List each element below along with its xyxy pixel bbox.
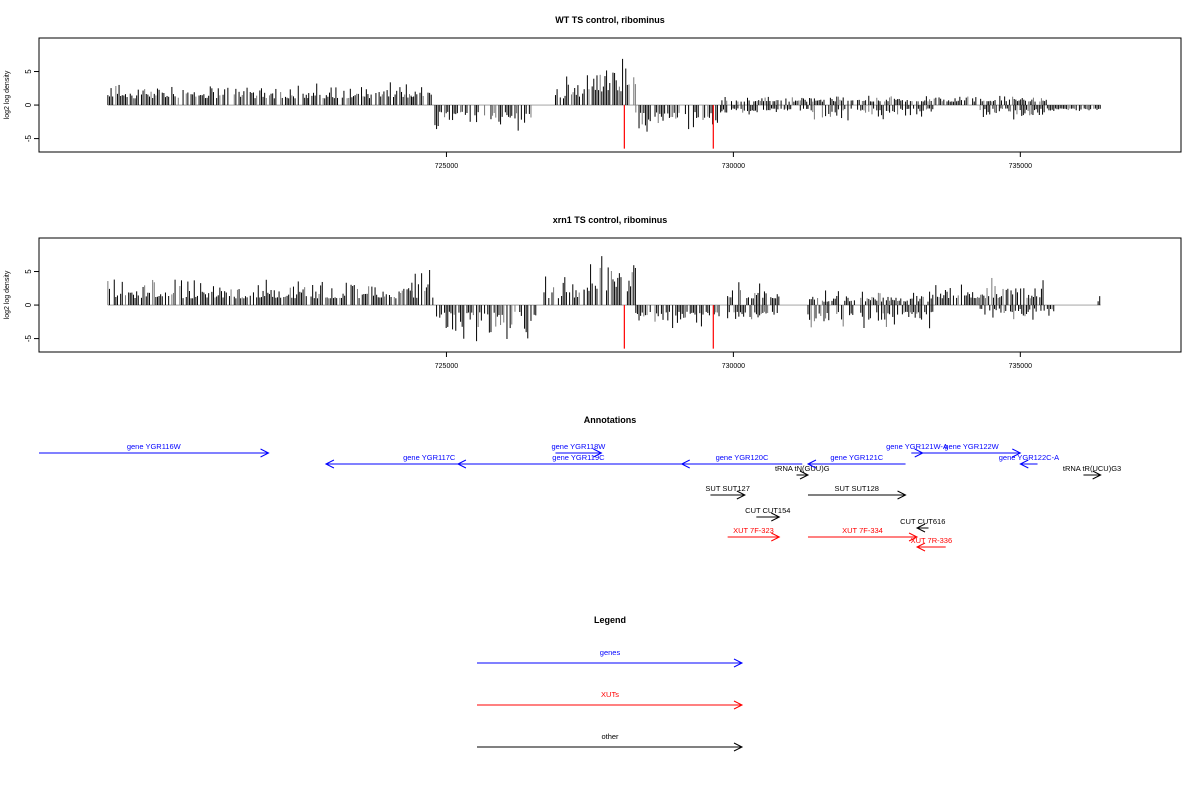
xrn1-x-axis: 725000 730000 735000: [435, 352, 1032, 370]
feature-arrow-head: [897, 490, 907, 500]
feature-label: XUT 7F-334: [842, 526, 883, 535]
y-tick-label: 5: [24, 269, 33, 274]
feature-label: gene YGR121C: [830, 453, 883, 462]
y-tick-label: -5: [24, 134, 33, 142]
wt-panel: WT TS control, ribominus log2 log densit…: [4, 15, 1182, 170]
x-tick-label: 730000: [722, 163, 745, 170]
annotation-feature: tRNA tR(UCU)G3: [1063, 464, 1121, 480]
legend-arrow-head: [733, 700, 744, 710]
legend-label: other: [601, 732, 619, 741]
legend-title: Legend: [594, 615, 626, 625]
annotation-feature: gene YGR122W: [922, 442, 1022, 458]
feature-arrow-head: [593, 448, 603, 458]
feature-arrow-head: [771, 532, 781, 542]
wt-plot-frame: [38, 37, 1182, 153]
xrn1-ylabel: log2 log density: [4, 270, 11, 319]
feature-label: gene YGR122C-A: [999, 453, 1059, 462]
feature-label: CUT CUT154: [745, 506, 790, 515]
feature-label: XUT 7R-336: [911, 536, 953, 545]
xrn1-coverage-bars: [107, 256, 1101, 349]
annotation-feature: gene YGR121C: [806, 453, 906, 469]
feature-arrow-head: [456, 459, 467, 469]
wt-x-axis: 725000 730000 735000: [435, 152, 1032, 170]
annotation-feature: gene YGR120C: [680, 453, 803, 469]
feature-label: gene YGR119C: [552, 453, 605, 462]
feature-arrow-head: [1012, 448, 1022, 458]
feature-label: tRNA tR(UCU)G3: [1063, 464, 1121, 473]
feature-arrow-head: [260, 448, 270, 458]
feature-arrow-head: [1092, 470, 1102, 480]
annotations-title: Annotations: [584, 415, 637, 425]
annotation-feature: gene YGR118W: [551, 442, 606, 458]
annotation-feature: SUT SUT127: [705, 484, 750, 500]
wt-y-axis: -5 0 5: [24, 69, 39, 142]
feature-label: SUT SUT127: [705, 484, 749, 493]
annotation-features: gene YGR116W gene YGR117C gene YGR118W gene…: [39, 442, 1121, 552]
annotation-feature: tRNA tN(GUU)G: [775, 464, 830, 480]
feature-arrow-head: [324, 459, 335, 469]
feature-label: CUT CUT616: [900, 517, 945, 526]
feature-arrow-head: [915, 523, 926, 533]
y-tick-label: 0: [24, 102, 33, 107]
legend-entry: other: [477, 732, 744, 752]
feature-label: gene YGR117C: [403, 453, 456, 462]
y-tick-label: 5: [24, 69, 33, 74]
y-tick-label: 0: [24, 302, 33, 307]
xrn1-y-axis: -5 0 5: [24, 269, 39, 342]
x-tick-label: 725000: [435, 363, 458, 370]
annotation-feature: CUT CUT616: [900, 517, 945, 533]
legend-arrow-head: [733, 658, 744, 668]
feature-label: XUT 7F-323: [733, 526, 774, 535]
annotation-feature: SUT SUT128: [807, 484, 907, 500]
feature-arrow-head: [915, 542, 926, 552]
feature-label: gene YGR118W: [551, 442, 606, 451]
feature-arrow-head: [771, 512, 781, 522]
xrn1-title: xrn1 TS control, ribominus: [553, 215, 668, 225]
legend-entry: XUTs: [477, 690, 744, 710]
legend-entries: genes XUTs other: [477, 648, 744, 752]
legend-label: genes: [600, 648, 621, 657]
feature-label: SUT SUT128: [835, 484, 879, 493]
annotation-feature: XUT 7F-323: [727, 526, 781, 542]
annotation-feature: gene YGR121W-A: [886, 442, 948, 458]
x-tick-label: 735000: [1009, 363, 1032, 370]
wt-coverage-bars: [107, 58, 1101, 149]
xrn1-panel: xrn1 TS control, ribominus log2 log dens…: [4, 215, 1182, 370]
annotation-feature: gene YGR119C: [456, 453, 699, 469]
feature-arrow-head: [680, 459, 690, 469]
annotation-feature: XUT 7F-334: [807, 526, 919, 542]
legend-arrow-head: [733, 742, 744, 752]
feature-arrow-head: [799, 470, 810, 480]
xrn1-plot-frame: [38, 237, 1182, 353]
legend-panel: Legend genes XUTs other: [477, 615, 744, 752]
feature-label: tRNA tN(GUU)G: [775, 464, 830, 473]
x-tick-label: 730000: [722, 363, 745, 370]
feature-label: gene YGR121W-A: [886, 442, 948, 451]
feature-label: gene YGR120C: [716, 453, 769, 462]
annotation-feature: CUT CUT154: [745, 506, 790, 522]
wt-ylabel: log2 log density: [4, 70, 11, 119]
feature-label: gene YGR122W: [944, 442, 999, 451]
x-tick-label: 725000: [435, 163, 458, 170]
annotation-feature: gene YGR122C-A: [999, 453, 1059, 469]
feature-label: gene YGR116W: [127, 442, 182, 451]
legend-entry: genes: [477, 648, 744, 668]
annotation-feature: XUT 7R-336: [911, 536, 953, 552]
annotation-feature: gene YGR116W: [39, 442, 270, 458]
feature-arrow-head: [806, 459, 817, 469]
y-tick-label: -5: [24, 334, 33, 342]
feature-arrow-head: [736, 490, 746, 500]
legend-label: XUTs: [601, 690, 619, 699]
feature-arrow-head: [1019, 459, 1029, 469]
annotation-feature: gene YGR117C: [324, 453, 533, 469]
x-tick-label: 735000: [1009, 163, 1032, 170]
feature-arrow-head: [908, 532, 919, 542]
wt-title: WT TS control, ribominus: [555, 15, 665, 25]
